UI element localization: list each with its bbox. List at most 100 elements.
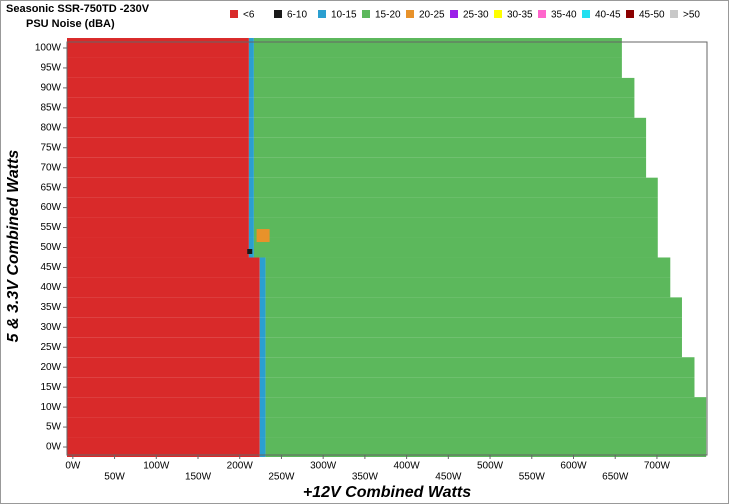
y-tick-label: 85W xyxy=(40,102,61,113)
x-tick-label: 50W xyxy=(104,472,125,483)
y-tick-label: 10W xyxy=(40,402,61,413)
y-tick-label: 80W xyxy=(40,122,61,133)
legend-label: 30-35 xyxy=(507,10,533,21)
legend-label: 6-10 xyxy=(287,10,307,21)
y-tick-label: 75W xyxy=(40,142,61,153)
x-tick-label: 550W xyxy=(519,472,546,483)
region-cell xyxy=(259,277,266,298)
y-tick-label: 35W xyxy=(40,302,61,313)
y-tick-label: 60W xyxy=(40,202,61,213)
region-cell xyxy=(259,437,266,457)
y-tick-label: 90W xyxy=(40,83,61,94)
region-cell xyxy=(67,38,249,58)
region-cell xyxy=(248,57,254,78)
region-cell xyxy=(253,38,622,58)
x-tick-label: 0W xyxy=(65,461,81,472)
chart-subtitle: PSU Noise (dBA) xyxy=(26,18,115,30)
legend-label: 20-25 xyxy=(419,10,445,21)
y-tick-label: 45W xyxy=(40,262,61,273)
legend-swatch xyxy=(670,10,678,18)
y-tick-label: 0W xyxy=(46,442,62,453)
legend-label: 15-20 xyxy=(375,10,401,21)
region-cell xyxy=(67,197,249,218)
region-cell xyxy=(248,197,254,218)
region-cell xyxy=(253,217,658,238)
region-cell xyxy=(67,117,249,138)
legend-swatch xyxy=(230,10,238,18)
legend-swatch xyxy=(494,10,502,18)
region-cell xyxy=(259,397,266,418)
region-cell xyxy=(67,397,260,418)
x-tick-label: 300W xyxy=(310,461,337,472)
region-cell xyxy=(67,357,260,378)
y-tick-label: 100W xyxy=(35,43,62,54)
region-cell xyxy=(265,377,695,398)
legend-label: 35-40 xyxy=(551,10,577,21)
region-cell xyxy=(253,57,622,78)
region-cell xyxy=(265,317,682,338)
y-axis-label: 5 & 3.3V Combined Watts xyxy=(5,150,22,343)
region-cell xyxy=(265,417,707,438)
region-cell xyxy=(265,397,707,418)
legend-swatch xyxy=(582,10,590,18)
x-axis-label: +12V Combined Watts xyxy=(303,484,471,501)
region-cell xyxy=(265,277,671,298)
region-cell xyxy=(265,437,707,457)
region-cell xyxy=(67,337,260,358)
x-tick-label: 450W xyxy=(435,472,462,483)
region-cell xyxy=(259,377,266,398)
y-tick-label: 70W xyxy=(40,162,61,173)
y-tick-label: 50W xyxy=(40,242,61,253)
region-cell xyxy=(265,257,671,278)
legend-swatch xyxy=(626,10,634,18)
region-cell xyxy=(253,117,647,138)
region-cell xyxy=(248,97,254,118)
region-cell xyxy=(67,177,249,198)
region-cell xyxy=(67,417,260,438)
region-cell xyxy=(67,437,260,457)
region-cell xyxy=(248,237,254,258)
legend-label: 40-45 xyxy=(595,10,621,21)
region-cell xyxy=(248,38,254,58)
x-tick-label: 500W xyxy=(477,461,504,472)
region-cell xyxy=(259,337,266,358)
region-cell xyxy=(67,377,260,398)
region-cell xyxy=(253,77,635,98)
region-cell xyxy=(259,317,266,338)
region-cell xyxy=(67,97,249,118)
region-cell xyxy=(265,357,695,378)
region-cell xyxy=(259,297,266,318)
x-tick-label: 700W xyxy=(644,461,671,472)
x-tick-label: 600W xyxy=(560,461,587,472)
y-tick-label: 15W xyxy=(40,382,61,393)
x-tick-label: 250W xyxy=(268,472,295,483)
legend-swatch xyxy=(274,10,282,18)
region-cell xyxy=(67,157,249,178)
y-tick-label: 25W xyxy=(40,342,61,353)
region-cell xyxy=(67,77,249,98)
region-cell xyxy=(259,357,266,378)
region-cell xyxy=(248,137,254,158)
x-tick-label: 150W xyxy=(185,472,212,483)
region-cell xyxy=(253,197,658,218)
region-cell xyxy=(67,277,260,298)
x-tick-label: 350W xyxy=(352,472,379,483)
region-cell xyxy=(253,157,647,178)
region-cell xyxy=(253,97,635,118)
region-cell xyxy=(67,217,249,238)
region-cell xyxy=(248,117,254,138)
region-cell xyxy=(248,177,254,198)
x-tick-label: 100W xyxy=(143,461,170,472)
x-tick-label: 200W xyxy=(227,461,254,472)
region-cell xyxy=(265,337,682,358)
region-cell xyxy=(259,257,266,278)
legend-label: 10-15 xyxy=(331,10,357,21)
y-tick-label: 30W xyxy=(40,322,61,333)
region-cell xyxy=(253,237,658,258)
region-cell xyxy=(67,237,249,258)
region-cell xyxy=(253,137,647,158)
y-tick-label: 65W xyxy=(40,182,61,193)
legend-label: <6 xyxy=(243,10,255,21)
legend-label: 45-50 xyxy=(639,10,665,21)
